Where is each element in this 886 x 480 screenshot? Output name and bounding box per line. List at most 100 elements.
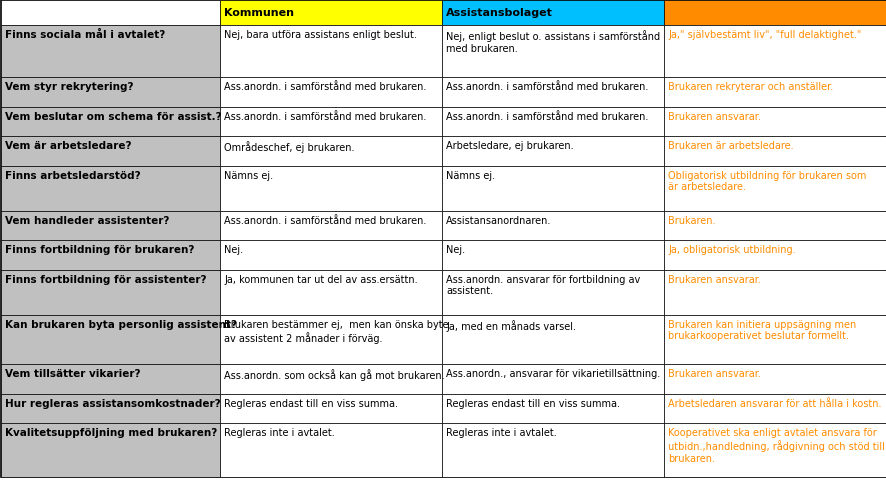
Bar [441,423,664,477]
Bar [441,137,664,167]
Text: Ass.anordn. i samförstånd med brukaren.: Ass.anordn. i samförstånd med brukaren. [224,111,426,121]
Bar [664,1,885,26]
Text: Ja," självbestämt liv", "full delaktighet.": Ja," självbestämt liv", "full delaktighe… [667,30,860,40]
Bar [220,211,441,241]
Bar [1,137,220,167]
Text: Ass.anordn. i samförstånd med brukaren.: Ass.anordn. i samförstånd med brukaren. [446,111,648,121]
Bar [220,78,441,108]
Bar [1,78,220,108]
Bar [220,137,441,167]
Text: Vem styr rekrytering?: Vem styr rekrytering? [5,82,134,92]
Bar [664,211,885,241]
Text: Finns fortbildning för assistenter?: Finns fortbildning för assistenter? [5,274,206,284]
Bar [664,137,885,167]
Bar [220,364,441,394]
Bar [664,394,885,423]
Text: Ja, obligatorisk utbildning.: Ja, obligatorisk utbildning. [667,245,795,255]
Bar [1,270,220,315]
Text: Ass.anordn. i samförstånd med brukaren.: Ass.anordn. i samförstånd med brukaren. [224,215,426,225]
Bar [441,108,664,137]
Text: Vem handleder assistenter?: Vem handleder assistenter? [5,215,169,225]
Bar [220,108,441,137]
Bar [441,167,664,211]
Text: Nej.: Nej. [224,245,243,255]
Bar [1,394,220,423]
Text: Finns sociala mål i avtalet?: Finns sociala mål i avtalet? [5,30,165,40]
Bar [664,364,885,394]
Text: Regleras endast till en viss summa.: Regleras endast till en viss summa. [446,398,619,408]
Bar [1,108,220,137]
Bar [220,1,441,26]
Text: Arbetsledaren ansvarar för att hålla i kostn.: Arbetsledaren ansvarar för att hålla i k… [667,398,881,408]
Bar [1,241,220,270]
Bar [1,315,220,364]
Bar [220,394,441,423]
Text: Regleras inte i avtalet.: Regleras inte i avtalet. [446,427,556,437]
Bar [664,78,885,108]
Text: Ja, kommunen tar ut del av ass.ersättn.: Ja, kommunen tar ut del av ass.ersättn. [224,274,417,284]
Bar [1,211,220,241]
Text: Kvalitetsuppföljning med brukaren?: Kvalitetsuppföljning med brukaren? [5,427,217,437]
Text: Assistansanordnaren.: Assistansanordnaren. [446,215,551,225]
Text: Brukaren kan initiera uppsägning men
brukarkooperativet beslutar formellt.: Brukaren kan initiera uppsägning men bru… [667,319,855,341]
Bar [441,241,664,270]
Bar [664,26,885,78]
Bar [664,423,885,477]
Text: Ass.anordn. i samförstånd med brukaren.: Ass.anordn. i samförstånd med brukaren. [446,82,648,92]
Text: Brukaren rekryterar och anställer.: Brukaren rekryterar och anställer. [667,82,832,92]
Bar [441,394,664,423]
Text: Ja, med en månads varsel.: Ja, med en månads varsel. [446,319,575,331]
Text: Vem är arbetsledare?: Vem är arbetsledare? [5,141,131,151]
Bar [664,315,885,364]
Bar [1,26,220,78]
Bar [220,241,441,270]
Text: Nämns ej.: Nämns ej. [224,170,273,180]
Text: Nej.: Nej. [446,245,464,255]
Text: Brukaren.: Brukaren. [667,215,715,225]
Text: Vem beslutar om schema för assist.?: Vem beslutar om schema för assist.? [5,111,222,121]
Bar [1,167,220,211]
Bar [1,423,220,477]
Bar [441,26,664,78]
Text: Ass.anordn., ansvarar för vikarietillsättning.: Ass.anordn., ansvarar för vikarietillsät… [446,368,659,378]
Bar [220,26,441,78]
Text: Områdeschef, ej brukaren.: Områdeschef, ej brukaren. [224,141,354,153]
Text: Hur regleras assistansomkostnader?: Hur regleras assistansomkostnader? [5,398,221,408]
Text: Ass.anordn. ansvarar för fortbildning av
assistent.: Ass.anordn. ansvarar för fortbildning av… [446,274,640,296]
Bar [441,211,664,241]
Text: Brukarkooperativet: Brukarkooperativet [667,9,789,18]
Bar [441,364,664,394]
Bar [220,423,441,477]
Bar [220,315,441,364]
Bar [1,1,220,26]
Text: Nej, enligt beslut o. assistans i samförstånd
med brukaren.: Nej, enligt beslut o. assistans i samför… [446,30,659,53]
Text: Assistansbolaget: Assistansbolaget [446,9,552,18]
Text: Nämns ej.: Nämns ej. [446,170,494,180]
Text: Vem tillsätter vikarier?: Vem tillsätter vikarier? [5,368,140,378]
Text: Ass.anordn. i samförstånd med brukaren.: Ass.anordn. i samförstånd med brukaren. [224,82,426,92]
Bar [664,167,885,211]
Bar [664,241,885,270]
Bar [441,315,664,364]
Text: Brukaren ansvarar.: Brukaren ansvarar. [667,111,760,121]
Text: Regleras inte i avtalet.: Regleras inte i avtalet. [224,427,334,437]
Bar [441,78,664,108]
Bar [220,167,441,211]
Bar [1,364,220,394]
Text: Brukaren är arbetsledare.: Brukaren är arbetsledare. [667,141,793,151]
Text: Regleras endast till en viss summa.: Regleras endast till en viss summa. [224,398,398,408]
Bar [664,108,885,137]
Text: Nej, bara utföra assistans enligt beslut.: Nej, bara utföra assistans enligt beslut… [224,30,416,40]
Text: Kan brukaren byta personlig assistent?: Kan brukaren byta personlig assistent? [5,319,237,329]
Text: Kooperativet ska enligt avtalet ansvara för
utbidn.,handledning, rådgivning och : Kooperativet ska enligt avtalet ansvara … [667,427,884,463]
Bar [220,270,441,315]
Bar [441,270,664,315]
Text: Brukaren ansvarar.: Brukaren ansvarar. [667,368,760,378]
Bar [664,270,885,315]
Text: Finns arbetsledarstöd?: Finns arbetsledarstöd? [5,170,141,180]
Text: Arbetsledare, ej brukaren.: Arbetsledare, ej brukaren. [446,141,573,151]
Text: Brukaren bestämmer ej,  men kan önska byte
av assistent 2 månader i förväg.: Brukaren bestämmer ej, men kan önska byt… [224,319,448,343]
Text: Ass.anordn. som också kan gå mot brukaren.: Ass.anordn. som också kan gå mot brukare… [224,368,444,380]
Text: Obligatorisk utbildning för brukaren som
är arbetsledare.: Obligatorisk utbildning för brukaren som… [667,170,866,192]
Text: Brukaren ansvarar.: Brukaren ansvarar. [667,274,760,284]
